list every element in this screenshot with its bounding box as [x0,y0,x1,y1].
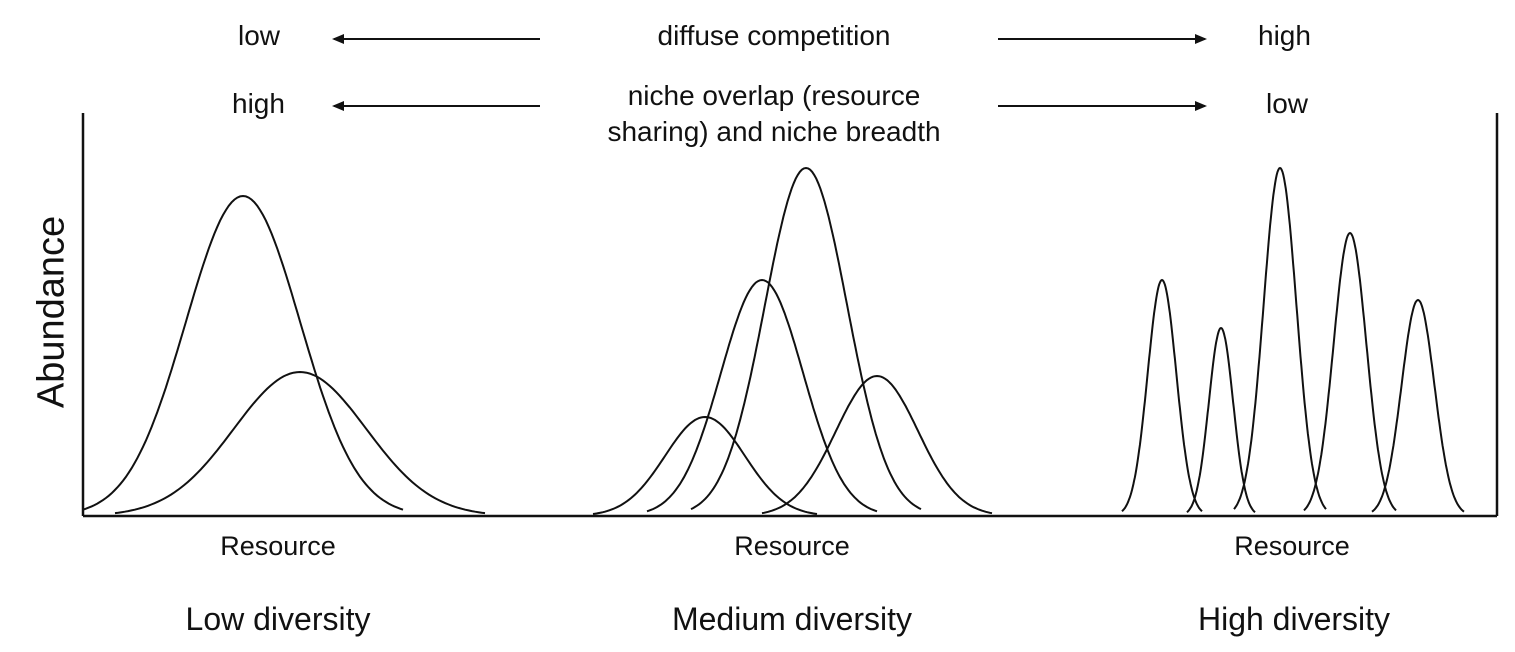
niche-curve-panel2-5 [690,166,922,511]
niche-curve-panel1-2 [114,370,486,515]
niche-curve-panel2-6 [761,374,993,515]
niche-curve-panel1-1 [82,194,404,511]
niche-curve-panel3-9 [1233,166,1327,510]
competition-high-label: high [1258,20,1311,51]
overlap-high-label: high [232,88,285,119]
overlap-low-label: low [1266,88,1309,119]
niche-overlap-label-line2: sharing) and niche breadth [607,116,941,147]
niche-curve-panel3-11 [1371,298,1465,513]
niche-overlap-label-line1: niche overlap (resource [627,80,921,111]
caption-medium-diversity: Medium diversity [671,601,913,637]
niche-curve-panel2-3 [592,415,818,515]
diffuse-competition-label: diffuse competition [657,20,891,51]
resource-label-low: Resource [220,531,336,561]
resource-label-medium: Resource [734,531,850,561]
resource-label-high: Resource [1234,531,1350,561]
niche-curve-panel3-7 [1121,278,1203,513]
caption-high-diversity: High diversity [1197,601,1391,637]
niche-curve-panel3-10 [1303,231,1397,512]
niche-curve-panel2-4 [646,278,878,513]
caption-low-diversity: Low diversity [185,601,371,637]
competition-low-label: low [238,20,281,51]
